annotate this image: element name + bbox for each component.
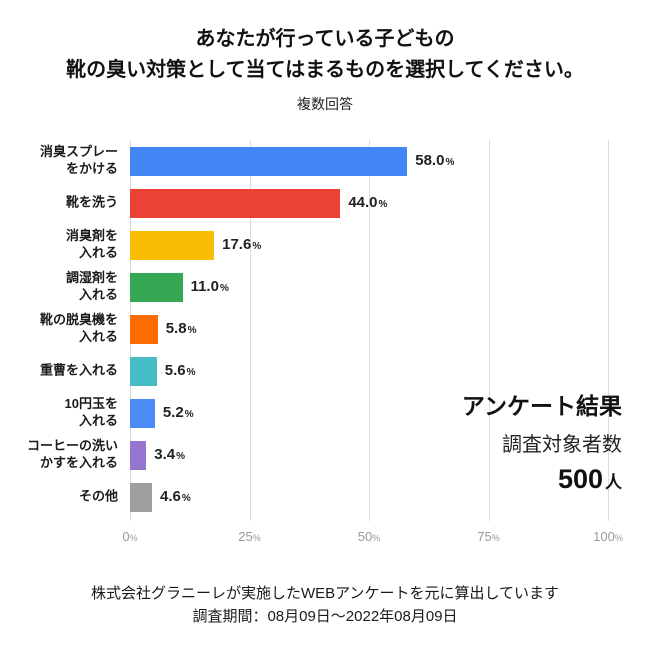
value-label: 58.0% <box>415 152 455 169</box>
category-label: 消臭スプレー をかける <box>39 144 118 176</box>
annotation-subtitle: 調査対象者数 <box>502 434 622 456</box>
category-label: その他 <box>78 488 118 504</box>
footer: 株式会社グラニーレが実施したWEBアンケートを元に算出しています 調査期間：08… <box>0 582 650 629</box>
category-label: 重曹を入れる <box>39 362 118 378</box>
chart-row: 消臭剤を 入れる 17.6% <box>0 224 650 266</box>
category-label: 調湿剤を 入れる <box>65 270 118 302</box>
bar <box>130 230 215 260</box>
value-label: 17.6% <box>222 236 262 253</box>
value-label: 3.4% <box>154 446 186 463</box>
bar <box>130 398 155 428</box>
chart-row: 10円玉を 入れる 5.2% <box>0 392 650 434</box>
chart-row: コーヒーの洗い かすを入れる 3.4% <box>0 434 650 476</box>
annotation-count: 500 人 <box>462 464 622 495</box>
annotation-title: アンケート結果 <box>461 393 622 419</box>
footer-survey-period: 調査期間：08月09日～2022年08月09日 <box>192 608 458 626</box>
value-label: 44.0% <box>348 194 388 211</box>
gridline <box>488 140 490 521</box>
chart-row: その他 4.6% <box>0 476 650 518</box>
x-axis-tick-label: 50% <box>357 529 381 544</box>
survey-chart-page: あなたが行っている子どもの 靴の臭い対策として当てはまるものを選択してください。… <box>0 0 650 629</box>
bar <box>130 482 152 512</box>
chart-row: 靴の脱臭機を 入れる 5.8% <box>0 308 650 350</box>
gridline <box>249 140 251 521</box>
bar <box>130 188 341 218</box>
x-axis-tick-label: 25% <box>238 529 261 544</box>
category-label: 靴の脱臭機を 入れる <box>39 312 118 344</box>
chart-row: 調湿剤を 入れる 11.0% <box>0 266 650 308</box>
value-label: 11.0% <box>190 278 229 295</box>
footer-source-note: 株式会社グラニーレが実施したWEBアンケートを元に算出しています <box>90 585 560 602</box>
chart-row: 靴を洗う 44.0% <box>0 182 650 224</box>
category-label: 消臭剤を 入れる <box>65 228 118 260</box>
x-axis-tick-label: 0% <box>122 529 138 544</box>
value-label: 5.2% <box>162 404 194 421</box>
value-label: 4.6% <box>159 488 191 505</box>
chart-title-line1: あなたが行っている子どもの <box>195 28 455 50</box>
category-label: 靴を洗う <box>65 194 118 210</box>
bar <box>130 440 147 470</box>
x-axis: 0% 25% 50% 75% 100% <box>122 528 622 546</box>
category-label: コーヒーの洗い かすを入れる <box>26 438 118 470</box>
gridline <box>369 140 370 521</box>
respondent-count: 500 <box>557 464 603 494</box>
respondent-count-unit: 人 <box>605 473 622 492</box>
annotation-box: アンケート結果 調査対象者数 500 人 <box>462 387 622 495</box>
value-label: 5.8% <box>165 320 197 337</box>
bar <box>130 314 158 344</box>
chart-title: あなたが行っている子どもの 靴の臭い対策として当てはまるものを選択してください。 <box>0 0 650 86</box>
bar <box>130 272 183 302</box>
chart-subtitle: 複数回答 <box>297 96 353 112</box>
x-axis-tick-label: 75% <box>477 529 500 544</box>
chart-title-line2: 靴の臭い対策として当てはまるものを選択してください。 <box>66 59 584 81</box>
gridline <box>608 140 609 521</box>
bar-chart: 消臭スプレー をかける 58.0% 靴を洗う 44.0% 消臭剤を 入れる 17.6% 調湿剤を… <box>0 140 650 552</box>
chart-row: 消臭スプレー をかける 58.0% <box>0 140 650 182</box>
bar <box>130 146 408 176</box>
chart-row: 重曹を入れる 5.6% <box>0 350 650 392</box>
bar <box>130 356 157 386</box>
category-label: 10円玉を 入れる <box>64 396 118 428</box>
value-label: 5.6% <box>164 362 196 379</box>
x-axis-tick-label: 100% <box>593 529 623 544</box>
